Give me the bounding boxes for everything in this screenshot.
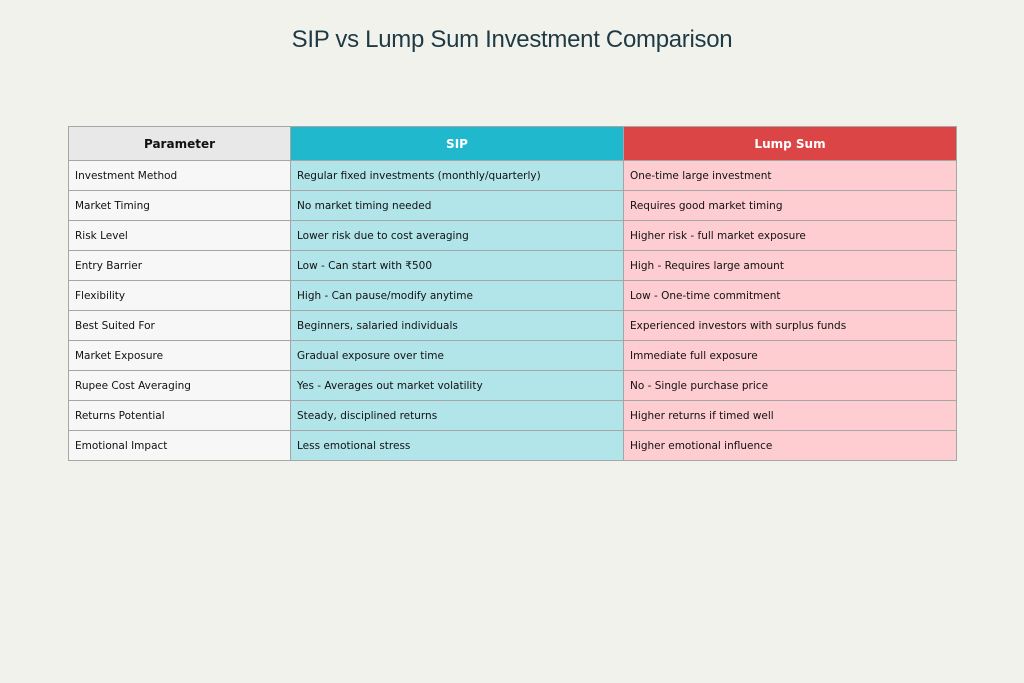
sip-cell: High - Can pause/modify anytime <box>290 280 624 311</box>
parameter-cell: Rupee Cost Averaging <box>68 370 291 401</box>
comparison-table: Parameter SIP Lump Sum Investment Method… <box>68 126 957 461</box>
sip-cell: Steady, disciplined returns <box>290 400 624 431</box>
lump-sum-cell: Low - One-time commitment <box>623 280 957 311</box>
sip-cell: Yes - Averages out market volatility <box>290 370 624 401</box>
table-row: Emotional Impact Less emotional stress Hig… <box>68 430 957 461</box>
lump-sum-cell: Higher emotional influence <box>623 430 957 461</box>
parameter-cell: Best Suited For <box>68 310 291 341</box>
parameter-cell: Emotional Impact <box>68 430 291 461</box>
header-lump-sum: Lump Sum <box>623 126 957 161</box>
lump-sum-cell: No - Single purchase price <box>623 370 957 401</box>
table-row: Returns Potential Steady, disciplined ret… <box>68 400 957 431</box>
sip-cell: Less emotional stress <box>290 430 624 461</box>
parameter-cell: Risk Level <box>68 220 291 251</box>
page-title: SIP vs Lump Sum Investment Comparison <box>291 26 733 53</box>
table-row: Investment Method Regular fixed investmen… <box>68 160 957 191</box>
sip-cell: Regular fixed investments (monthly/quart… <box>290 160 624 191</box>
table-row: Market Exposure Gradual exposure over tim… <box>68 340 957 371</box>
parameter-cell: Returns Potential <box>68 400 291 431</box>
sip-cell: Beginners, salaried individuals <box>290 310 624 341</box>
lump-sum-cell: Experienced investors with surplus funds <box>623 310 957 341</box>
table-row: Rupee Cost Averaging Yes - Averages out m… <box>68 370 957 401</box>
table-row: Best Suited For Beginners, salaried indiv… <box>68 310 957 341</box>
parameter-cell: Flexibility <box>68 280 291 311</box>
sip-cell: Gradual exposure over time <box>290 340 624 371</box>
table-row: Flexibility High - Can pause/modify anyti… <box>68 280 957 311</box>
sip-cell: No market timing needed <box>290 190 624 221</box>
lump-sum-cell: High - Requires large amount <box>623 250 957 281</box>
sip-cell: Lower risk due to cost averaging <box>290 220 624 251</box>
table-row: Market Timing No market timing needed Requ… <box>68 190 957 221</box>
lump-sum-cell: Immediate full exposure <box>623 340 957 371</box>
header-sip: SIP <box>290 126 624 161</box>
lump-sum-cell: One-time large investment <box>623 160 957 191</box>
lump-sum-cell: Higher returns if timed well <box>623 400 957 431</box>
lump-sum-cell: Higher risk - full market exposure <box>623 220 957 251</box>
header-parameter: Parameter <box>68 126 291 161</box>
table-row: Entry Barrier Low - Can start with ₹500 Hi… <box>68 250 957 281</box>
parameter-cell: Market Timing <box>68 190 291 221</box>
parameter-cell: Entry Barrier <box>68 250 291 281</box>
table-header-row: Parameter SIP Lump Sum <box>68 126 957 161</box>
sip-cell: Low - Can start with ₹500 <box>290 250 624 281</box>
table-row: Risk Level Lower risk due to cost averagi… <box>68 220 957 251</box>
parameter-cell: Market Exposure <box>68 340 291 371</box>
parameter-cell: Investment Method <box>68 160 291 191</box>
lump-sum-cell: Requires good market timing <box>623 190 957 221</box>
